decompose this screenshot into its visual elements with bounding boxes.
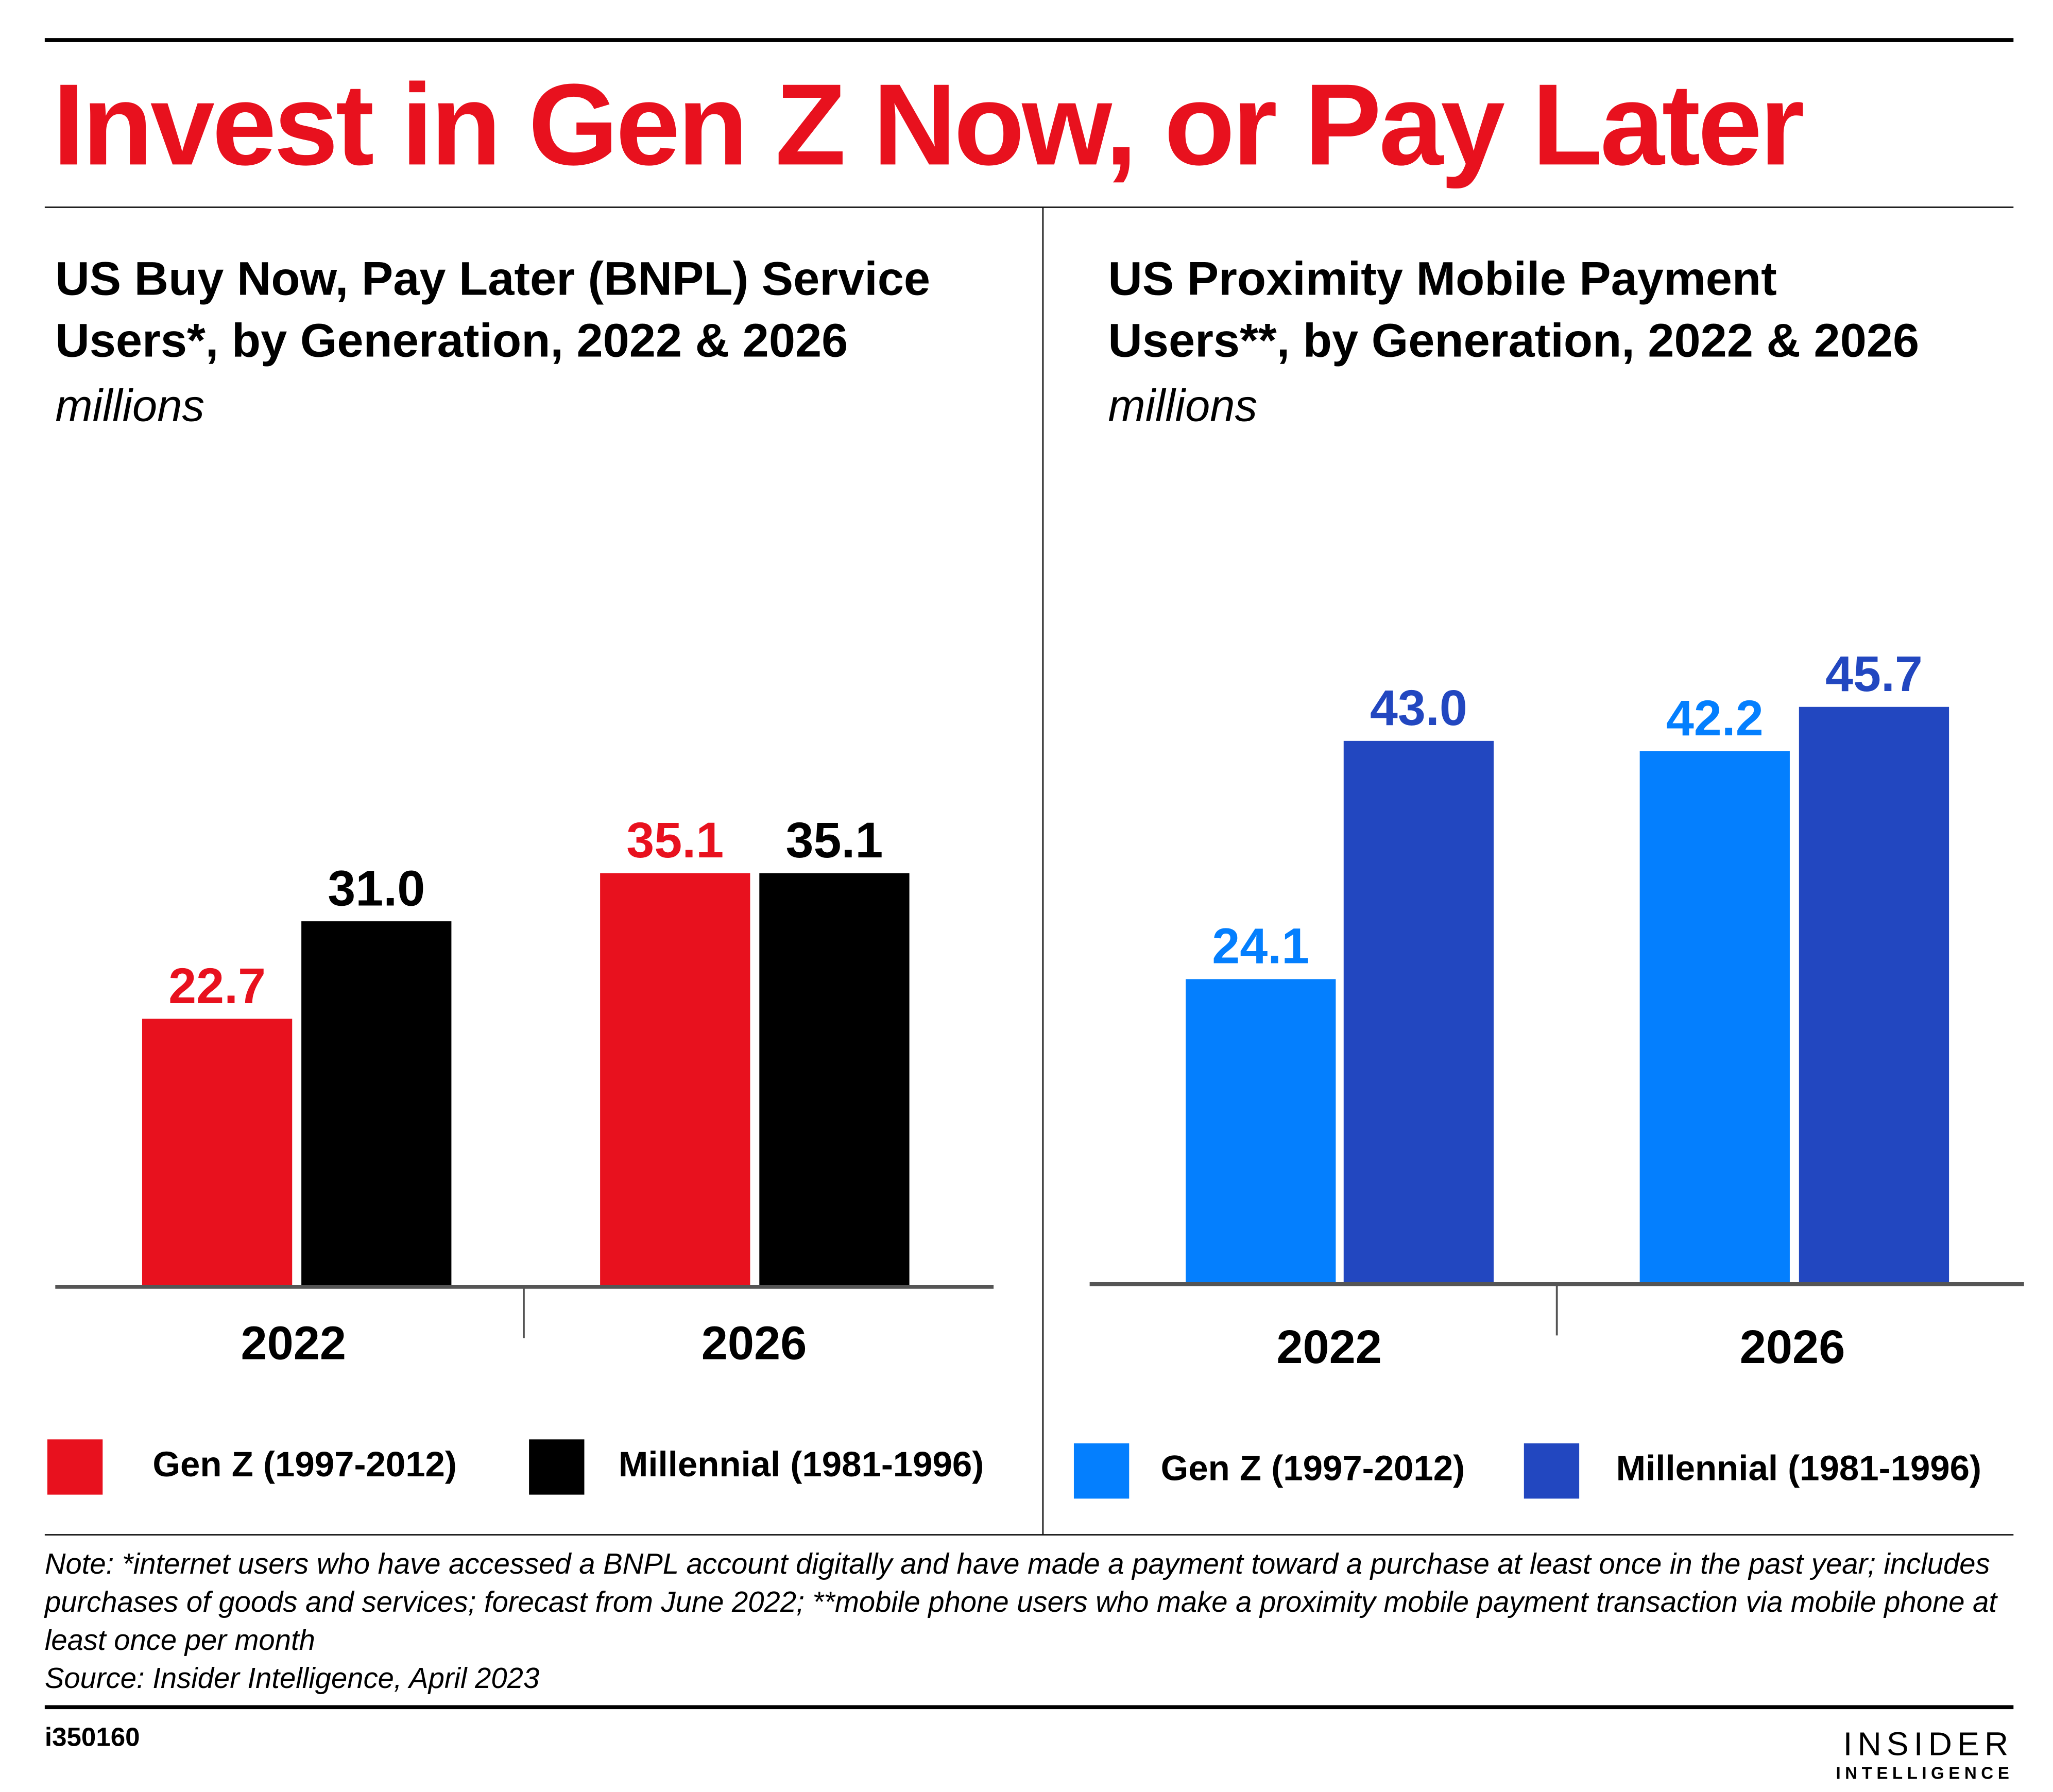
bar bbox=[1343, 740, 1494, 1283]
x-tick-2026: 2026 bbox=[1739, 1319, 1845, 1374]
top-rule bbox=[44, 38, 2014, 42]
legend-label-genz: Gen Z (1997-2012) bbox=[152, 1444, 457, 1485]
data-label: 22.7 bbox=[168, 958, 266, 1014]
page-title: Invest in Gen Z Now, or Pay Later bbox=[53, 59, 1805, 189]
legend-label-millennial: Millennial (1981-1996) bbox=[618, 1444, 984, 1485]
data-label: 42.2 bbox=[1666, 690, 1764, 746]
footnote: Note: *internet users who have accessed … bbox=[45, 1545, 2019, 1697]
source-text: Source: Insider Intelligence, April 2023 bbox=[44, 1662, 540, 1695]
bar bbox=[1799, 707, 1949, 1283]
insider-intelligence-logo: INSIDER INTELLIGENCE bbox=[1803, 1726, 2013, 1783]
chart-title-line2: Users**, by Generation, 2022 & 2026 bbox=[1108, 313, 1920, 367]
chart-title-bnpl: US Buy Now, Pay Later (BNPL) Service Use… bbox=[55, 247, 1029, 371]
data-label: 43.0 bbox=[1370, 680, 1467, 736]
unit-label-proximity: millions bbox=[1108, 381, 1258, 432]
x-tick-2022: 2022 bbox=[1276, 1319, 1382, 1374]
bottom-rule bbox=[44, 1705, 2014, 1710]
chart-title-proximity: US Proximity Mobile Payment Users**, by … bbox=[1108, 247, 2053, 371]
chart-id: i350160 bbox=[44, 1724, 140, 1753]
logo-line1: INSIDER bbox=[1843, 1726, 2014, 1763]
x-tick-2026: 2026 bbox=[701, 1316, 807, 1370]
note-text: Note: *internet users who have accessed … bbox=[44, 1547, 1997, 1657]
bar bbox=[301, 921, 452, 1286]
bar bbox=[759, 873, 910, 1286]
chart-title-line2: Users*, by Generation, 2022 & 2026 bbox=[55, 313, 848, 367]
bar bbox=[1639, 751, 1790, 1283]
panel-divider bbox=[1042, 208, 1044, 1535]
note-divider bbox=[44, 1534, 2014, 1536]
data-label: 24.1 bbox=[1212, 918, 1309, 974]
bar bbox=[142, 1019, 293, 1286]
legend-label-genz: Gen Z (1997-2012) bbox=[1160, 1449, 1465, 1488]
legend-swatch-millennial bbox=[1524, 1443, 1580, 1499]
x-tick-2022: 2022 bbox=[241, 1316, 347, 1370]
unit-label-bnpl: millions bbox=[55, 381, 204, 432]
legend-label-millennial: Millennial (1981-1996) bbox=[1616, 1449, 1982, 1488]
data-label: 35.1 bbox=[626, 812, 724, 868]
bar bbox=[600, 873, 750, 1286]
logo-line2: INTELLIGENCE bbox=[1836, 1763, 2014, 1783]
bar bbox=[1186, 979, 1336, 1283]
data-label: 35.1 bbox=[785, 812, 883, 868]
title-divider bbox=[44, 206, 2014, 208]
chart-title-line1: US Proximity Mobile Payment bbox=[1108, 251, 1777, 305]
data-label: 31.0 bbox=[328, 860, 425, 916]
legend-swatch-genz bbox=[1073, 1443, 1130, 1499]
chart-title-line1: US Buy Now, Pay Later (BNPL) Service bbox=[55, 251, 931, 305]
legend-swatch-genz bbox=[47, 1439, 103, 1495]
legend-swatch-millennial bbox=[529, 1439, 585, 1495]
data-label: 45.7 bbox=[1825, 646, 1923, 702]
